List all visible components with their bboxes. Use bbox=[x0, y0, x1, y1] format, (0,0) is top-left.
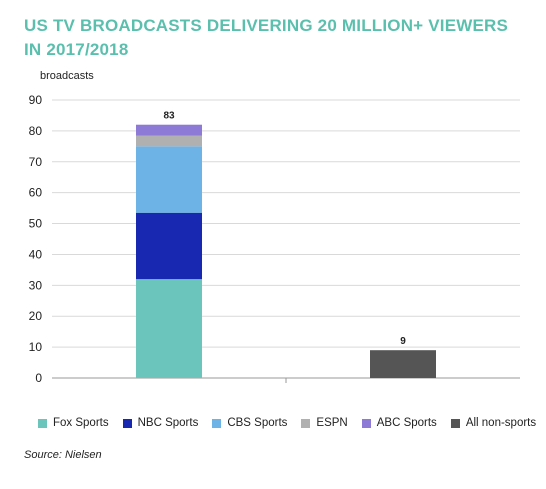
legend-label: ABC Sports bbox=[376, 417, 437, 429]
legend-item: Fox Sports bbox=[38, 417, 109, 429]
legend-swatch bbox=[212, 418, 222, 428]
legend-swatch bbox=[301, 418, 311, 428]
gridlines bbox=[52, 99, 520, 383]
legend-label: All non-sports bbox=[465, 417, 537, 429]
y-axis-ticks: 0 10 20 30 40 50 60 70 80 90 bbox=[29, 93, 43, 385]
bar-segment-cbs-sports bbox=[136, 146, 202, 213]
legend-swatch bbox=[122, 418, 132, 428]
legend-item: ABC Sports bbox=[361, 417, 437, 429]
y-tick-label: 50 bbox=[29, 217, 43, 231]
bar-segment-espn bbox=[136, 135, 202, 147]
y-tick-label: 0 bbox=[35, 371, 42, 385]
bar-total-label: 9 bbox=[400, 336, 406, 347]
chart-title: US TV BROADCASTS DELIVERING 20 MILLION+ … bbox=[24, 16, 509, 59]
legend-swatch bbox=[38, 418, 47, 428]
legend-item: CBS Sports bbox=[212, 417, 287, 429]
y-axis-label: broadcasts bbox=[40, 70, 94, 82]
legend-label: Fox Sports bbox=[53, 417, 109, 429]
y-tick-label: 90 bbox=[29, 93, 43, 107]
legend: Fox Sports NBC Sports CBS Sports ESPN ABC Sp… bbox=[38, 417, 538, 429]
legend-item: NBC Sports bbox=[122, 417, 199, 429]
legend-swatch bbox=[450, 418, 460, 428]
y-tick-label: 30 bbox=[29, 278, 43, 292]
legend-label: ESPN bbox=[316, 417, 348, 429]
bars bbox=[136, 124, 436, 378]
y-tick-label: 20 bbox=[29, 309, 43, 323]
bar-segment-all-non-sports bbox=[370, 350, 436, 378]
legend-item: All non-sports bbox=[450, 417, 537, 429]
legend-item: ESPN bbox=[301, 417, 348, 429]
bar-total-label: 83 bbox=[163, 111, 175, 122]
bar-segment-abc-sports bbox=[136, 124, 202, 136]
bar-segment-fox-sports bbox=[136, 279, 202, 378]
bar-totals: 83 9 bbox=[163, 111, 406, 347]
legend-label: NBC Sports bbox=[137, 417, 199, 429]
bar-segment-nbc-sports bbox=[136, 212, 202, 280]
y-tick-label: 60 bbox=[29, 186, 43, 200]
y-tick-label: 80 bbox=[29, 124, 43, 138]
y-tick-label: 70 bbox=[29, 155, 43, 169]
source-note: Source: Nielsen bbox=[24, 449, 102, 461]
y-tick-label: 40 bbox=[29, 247, 43, 261]
legend-label: CBS Sports bbox=[227, 417, 288, 429]
y-tick-label: 10 bbox=[29, 340, 43, 354]
legend-swatch bbox=[361, 418, 371, 428]
